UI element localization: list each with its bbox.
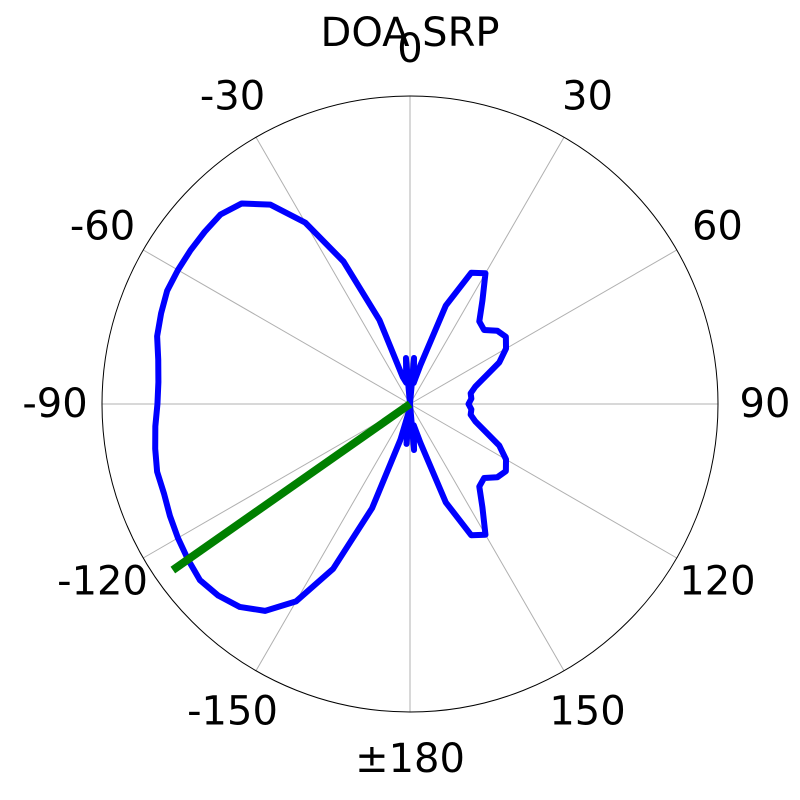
angle-tick-label: -150: [187, 688, 278, 734]
grid-spoke-2: [409, 249, 677, 405]
grid-spoke-10: [143, 249, 411, 405]
grid-spoke-4: [409, 403, 677, 559]
angle-tick-label: -120: [57, 559, 148, 605]
angle-tick-label: 120: [679, 559, 755, 605]
series-line-1: [170, 400, 413, 574]
grid-spoke-1: [409, 137, 565, 405]
angle-tick-label: 90: [740, 381, 791, 427]
angle-tick-label: -60: [70, 204, 135, 250]
angle-tick-label: 0: [397, 26, 422, 72]
angle-tick-label: 150: [549, 688, 625, 734]
chart-title: DOA SRP: [321, 10, 500, 56]
grid-spoke-7: [255, 403, 411, 671]
angle-tick-label: 30: [562, 74, 613, 120]
polar-frame: [101, 95, 719, 713]
grid-spoke-11: [255, 137, 411, 405]
grid-spoke-8: [143, 403, 411, 559]
angle-tick-label: 60: [692, 204, 743, 250]
angle-tick-label: -90: [22, 381, 87, 427]
grid-spoke-5: [409, 403, 565, 671]
angle-tick-label: ±180: [355, 736, 465, 782]
angular-tick-labels: 0 30 60 90 120 150 ±180 -150 -120 -90 -60 -30: [22, 26, 790, 782]
series-layer: [152, 200, 510, 614]
polar-grid: [101, 95, 719, 713]
angle-tick-label: -30: [200, 74, 265, 120]
